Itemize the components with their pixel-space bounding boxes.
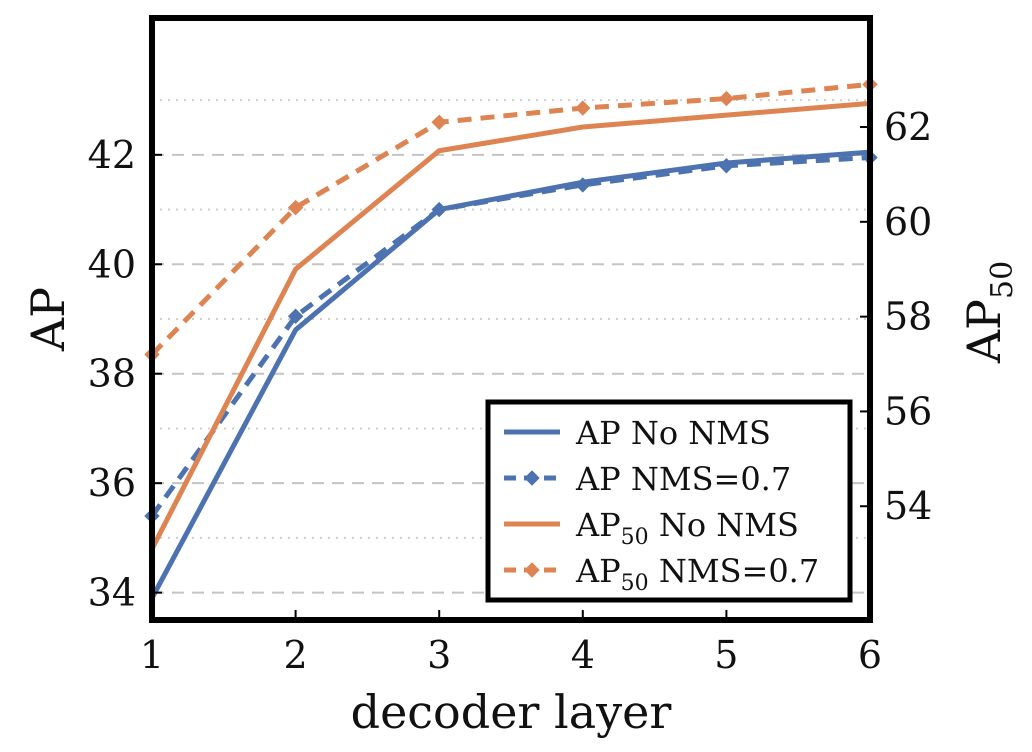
- x-tick-label: 1: [140, 633, 164, 677]
- legend-label: AP50 NMS=0.7: [575, 552, 819, 596]
- y-right-tick-label: 60: [884, 200, 932, 244]
- series-line-ap50-nms-0-7: [150, 81, 871, 357]
- plot-frame: [149, 15, 873, 623]
- legend-label-rest: No NMS: [649, 506, 799, 544]
- legend-label-subscript: 50: [621, 571, 649, 596]
- right-y-axis-title-base: AP: [957, 299, 1011, 364]
- data-point-ap50-nms-0-7: [431, 114, 447, 130]
- data-point-ap-nms-0-7: [718, 158, 735, 174]
- series-line-ap-no-nms: [149, 149, 871, 600]
- legend-label: AP No NMS: [575, 414, 771, 452]
- x-tick-label: 2: [284, 633, 308, 677]
- data-point-ap50-nms-0-7: [287, 199, 304, 216]
- legend-label: AP NMS=0.7: [575, 460, 791, 498]
- legend-label-text: AP No NMS: [575, 414, 771, 452]
- x-axis-title: decoder layer: [351, 685, 672, 739]
- data-point-ap50-nms-0-7: [575, 100, 591, 116]
- legend-label-text: AP NMS=0.7: [575, 460, 791, 498]
- y-right-tick-label: 58: [884, 295, 932, 339]
- legend-label-text: AP: [575, 506, 621, 544]
- right-y-axis-title-sub: 50: [985, 261, 1020, 299]
- left-y-axis-title: AP: [21, 287, 75, 352]
- legend-marker: [524, 470, 540, 486]
- series-line-ap-nms-0-7: [149, 155, 871, 518]
- y-left-tick-label: 34: [88, 571, 136, 615]
- series-line-ap50-no-nms: [149, 100, 871, 551]
- legend-label-text: AP: [575, 552, 621, 590]
- series-lines: [144, 76, 878, 600]
- x-tick-label: 5: [714, 633, 738, 677]
- x-tick-label: 3: [427, 633, 451, 677]
- data-point-ap-nms-0-7: [575, 177, 591, 193]
- y-right-tick-label: 62: [884, 105, 932, 149]
- y-right-tick-label: 54: [884, 484, 932, 528]
- data-point-ap-nms-0-7: [287, 308, 304, 324]
- y-left-tick-label: 36: [88, 461, 136, 505]
- x-tick-label: 4: [571, 633, 595, 677]
- y-left-tick-label: 40: [88, 242, 136, 286]
- data-point-ap50-nms-0-7: [718, 90, 735, 107]
- data-point-ap-nms-0-7: [431, 201, 447, 218]
- legend-label-rest: NMS=0.7: [649, 552, 820, 590]
- legend-label: AP50 No NMS: [575, 506, 799, 550]
- legend-label-subscript: 50: [621, 525, 649, 550]
- x-tick-label: 6: [858, 633, 882, 677]
- right-y-axis-title: AP50: [957, 261, 1020, 364]
- y-right-tick-label: 56: [884, 389, 932, 433]
- legend-box: [485, 399, 853, 603]
- y-left-tick-label: 42: [88, 133, 136, 177]
- legend-marker: [524, 562, 540, 578]
- y-left-tick-label: 38: [88, 352, 136, 396]
